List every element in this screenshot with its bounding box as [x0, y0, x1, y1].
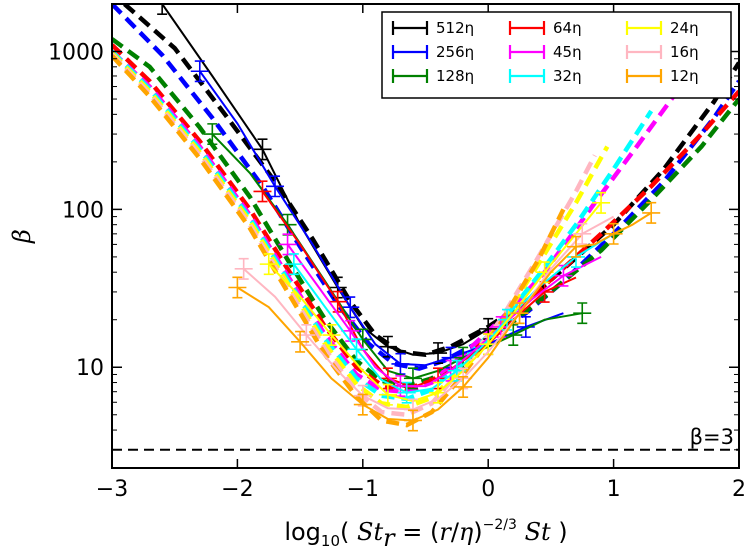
- legend-item-32eta: 32η: [508, 67, 582, 85]
- series-45eta-error-bar: [341, 319, 360, 342]
- axes-layer: −3 −2 −1 0 1 2 10 100 1000: [48, 3, 746, 502]
- series-24eta-error-bar: [592, 191, 611, 214]
- series-24eta-error-bar: [429, 381, 448, 404]
- y-tick-label: 1000: [48, 41, 104, 66]
- legend-item-12eta: 12η: [625, 67, 699, 85]
- legend-item-24eta: 24η: [625, 19, 699, 37]
- series-256eta-error-bar: [341, 296, 360, 319]
- series-16eta-error-bar: [573, 222, 592, 245]
- series-256eta-model-line: [112, 4, 739, 371]
- x-tick-label: −2: [221, 477, 253, 502]
- legend-item-512eta: 512η: [391, 19, 474, 37]
- x-tick-label: 2: [732, 477, 746, 502]
- reference-line-label: β=3: [690, 425, 734, 449]
- legend-label: 16η: [670, 43, 699, 61]
- legend-swatch: [391, 45, 429, 59]
- plot-frame: [111, 3, 740, 469]
- legend-label: 256η: [436, 43, 474, 61]
- series-64eta-error-bar: [253, 180, 272, 203]
- series-16eta-error-bar: [234, 257, 253, 280]
- series-12eta-error-bar: [353, 393, 372, 416]
- y-axis-label: β: [8, 229, 36, 244]
- series-512eta-error-bar: [479, 317, 498, 340]
- series-12eta-error-bar: [291, 330, 310, 353]
- series-256eta-error-bar: [266, 175, 285, 198]
- series-256eta-error-bar: [516, 315, 535, 338]
- reference-line-layer: β=3: [112, 425, 739, 451]
- legend-label: 24η: [670, 19, 699, 37]
- legend-swatch: [391, 69, 429, 83]
- series-32eta-error-bar: [347, 338, 366, 361]
- legend-label: 512η: [436, 19, 474, 37]
- legend: 512η 256η 128η 64η 45η 32η 24η 16η 12η: [381, 11, 732, 99]
- series-128eta-error-bar: [454, 346, 473, 369]
- legend-item-128eta: 128η: [391, 67, 474, 85]
- series-24eta-error-bar: [322, 324, 341, 346]
- legend-item-64eta: 64η: [508, 19, 582, 37]
- legend-swatch: [508, 69, 546, 83]
- series-12eta-error-bar: [454, 375, 473, 398]
- x-tick-label: −1: [347, 477, 379, 502]
- series-512eta-error-bar: [378, 335, 397, 358]
- series-12eta-error-bar: [228, 276, 247, 299]
- x-tick-label: −3: [96, 477, 128, 502]
- legend-swatch: [391, 21, 429, 35]
- series-64eta-error-bar: [328, 290, 347, 313]
- legend-label: 12η: [670, 67, 699, 85]
- series-12eta-error-bar: [604, 222, 623, 245]
- series-24eta-error-bar: [479, 333, 498, 356]
- legend-item-256eta: 256η: [391, 43, 474, 61]
- legend-swatch: [625, 45, 663, 59]
- legend-item-45eta: 45η: [508, 43, 582, 61]
- legend-label: 64η: [553, 19, 582, 37]
- series-32eta-error-bar: [397, 381, 416, 404]
- series-256eta-error-bar: [441, 346, 460, 369]
- series-12eta-error-bar: [403, 409, 422, 432]
- series-45eta-error-bar: [391, 375, 410, 398]
- series-32eta-error-bar: [447, 359, 466, 382]
- series-128eta-error-bar: [504, 324, 523, 346]
- x-axis-label: log10( Str = (r/η)−2/3 St ): [284, 517, 567, 552]
- series-128eta-error-bar: [203, 123, 222, 146]
- series-24eta-error-bar: [378, 383, 397, 406]
- series-16eta-data-line: [243, 215, 615, 411]
- series-512eta-error-bar: [429, 342, 448, 365]
- series-512eta-error-bar: [253, 138, 272, 161]
- series-16eta-error-bar: [403, 398, 422, 421]
- series-32eta-error-bar: [284, 253, 303, 276]
- legend-label: 45η: [553, 43, 582, 61]
- legend-swatch: [508, 21, 546, 35]
- series-24eta-error-bar: [259, 253, 278, 276]
- series-16eta-error-bar: [297, 324, 316, 346]
- series-256eta-data-line: [198, 70, 564, 367]
- legend-swatch: [625, 69, 663, 83]
- y-tick-label: 10: [76, 356, 104, 381]
- series-256eta-error-bar: [190, 60, 209, 83]
- x-tick-label: 1: [607, 477, 621, 502]
- series-12eta-error-bar: [510, 302, 529, 325]
- series-45eta-error-bar: [278, 233, 297, 256]
- x-tick-label: 0: [481, 477, 495, 502]
- legend-label: 32η: [553, 67, 582, 85]
- series-128eta-error-bar: [403, 367, 422, 390]
- series-64eta-error-bar: [378, 367, 397, 390]
- legend-item-16eta: 16η: [625, 43, 699, 61]
- legend-box: [381, 11, 732, 99]
- legend-swatch: [508, 45, 546, 59]
- series-128eta-error-bar: [353, 328, 372, 351]
- series-24eta-error-bar: [535, 261, 554, 284]
- y-tick-label: 100: [62, 198, 104, 223]
- legend-label: 128η: [436, 67, 474, 85]
- legend-swatch: [625, 21, 663, 35]
- series-45eta-error-bar: [554, 264, 573, 287]
- series-12eta-error-bar: [642, 201, 661, 224]
- series-layer: [112, 4, 739, 432]
- series-128eta-error-bar: [278, 213, 297, 236]
- series-12eta-error-bar: [566, 235, 585, 258]
- series-45eta-data-line: [286, 243, 602, 388]
- series-128eta-error-bar: [573, 302, 592, 325]
- series-256eta-error-bar: [391, 352, 410, 375]
